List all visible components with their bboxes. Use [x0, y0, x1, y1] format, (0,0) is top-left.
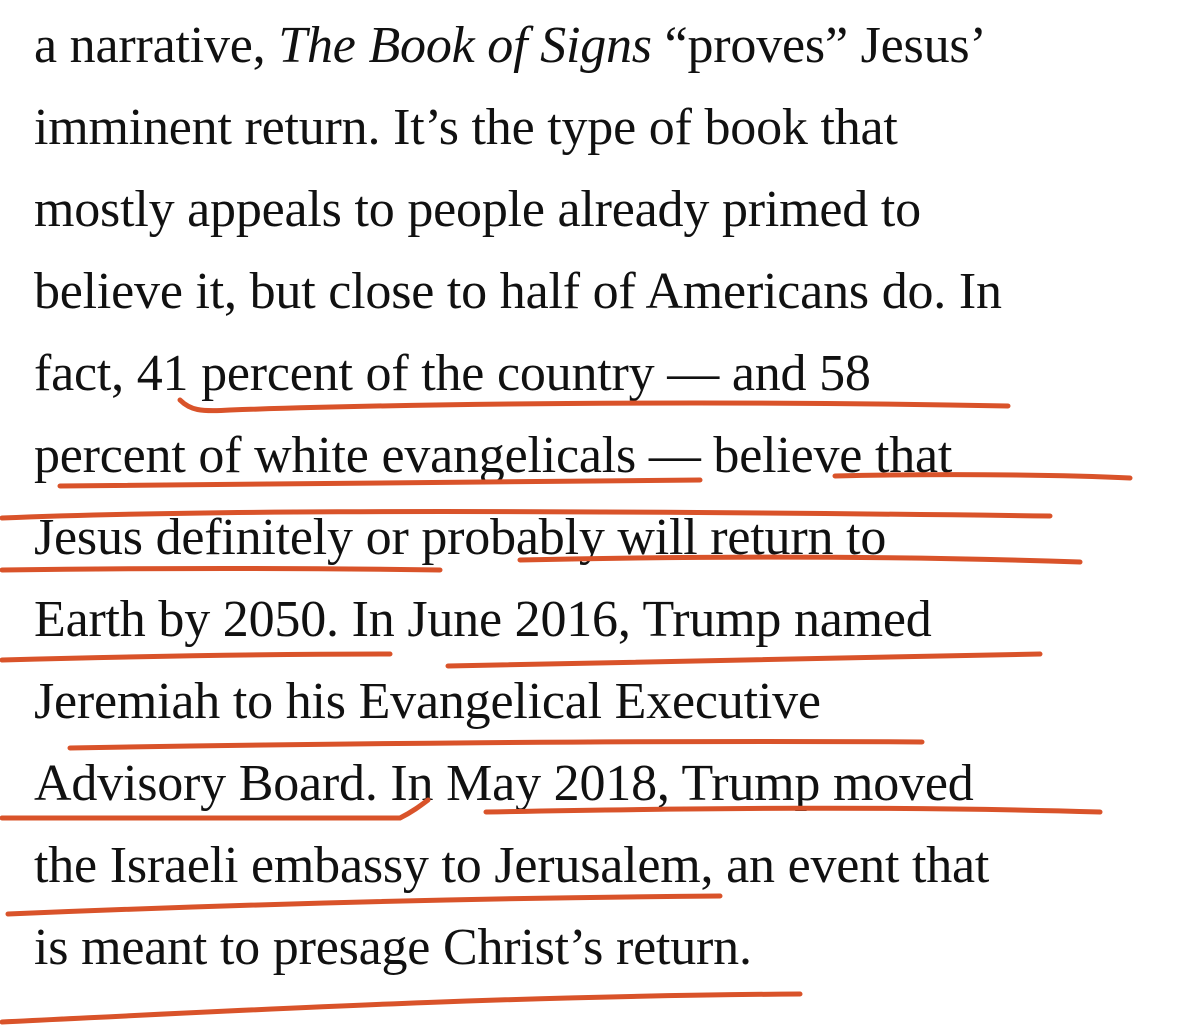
- paragraph-line: Jesus definitely or probably will return…: [34, 498, 886, 578]
- line-segment: Earth by 2050. In June 2016, Trump named: [34, 591, 932, 648]
- paragraph-line: believe it, but close to half of America…: [34, 252, 1002, 332]
- line-segment: “proves” Jesus’: [651, 17, 987, 74]
- paragraph-line: percent of white evangelicals — believe …: [34, 416, 952, 496]
- line-segment: Jeremiah to his Evangelical Executive: [34, 673, 821, 730]
- line-segment: imminent return. It’s the type of book t…: [34, 99, 898, 156]
- line-segment: Jesus definitely or probably will return…: [34, 509, 887, 566]
- line-segment: believe it, but close to half of America…: [34, 263, 1002, 320]
- line-segment: percent of white evangelicals — believe …: [34, 427, 953, 484]
- paragraph-line: fact, 41 percent of the country — and 58: [34, 334, 871, 414]
- paragraph-line: imminent return. It’s the type of book t…: [34, 88, 898, 168]
- line-segment: is meant to presage Christ’s return.: [34, 919, 752, 976]
- line-segment: Advisory Board. In May 2018, Trump moved: [34, 755, 974, 812]
- underline-mark: [0, 991, 803, 1025]
- paragraph-line: Jeremiah to his Evangelical Executive: [34, 662, 821, 742]
- book-title: The Book of Signs: [278, 17, 652, 74]
- paragraph-line: Advisory Board. In May 2018, Trump moved: [34, 744, 974, 824]
- line-segment: mostly appeals to people already primed …: [34, 181, 921, 238]
- paragraph-line: the Israeli embassy to Jerusalem, an eve…: [34, 826, 989, 906]
- line-segment: fact, 41 percent of the country — and 58: [34, 345, 871, 402]
- paragraph-line: is meant to presage Christ’s return.: [34, 908, 752, 988]
- line-segment: a narrative,: [34, 17, 279, 74]
- paragraph-line: a narrative, The Book of Signs “proves” …: [34, 6, 987, 86]
- paragraph-line: mostly appeals to people already primed …: [34, 170, 921, 250]
- line-segment: the Israeli embassy to Jerusalem, an eve…: [34, 837, 990, 894]
- paragraph-line: Earth by 2050. In June 2016, Trump named: [34, 580, 932, 660]
